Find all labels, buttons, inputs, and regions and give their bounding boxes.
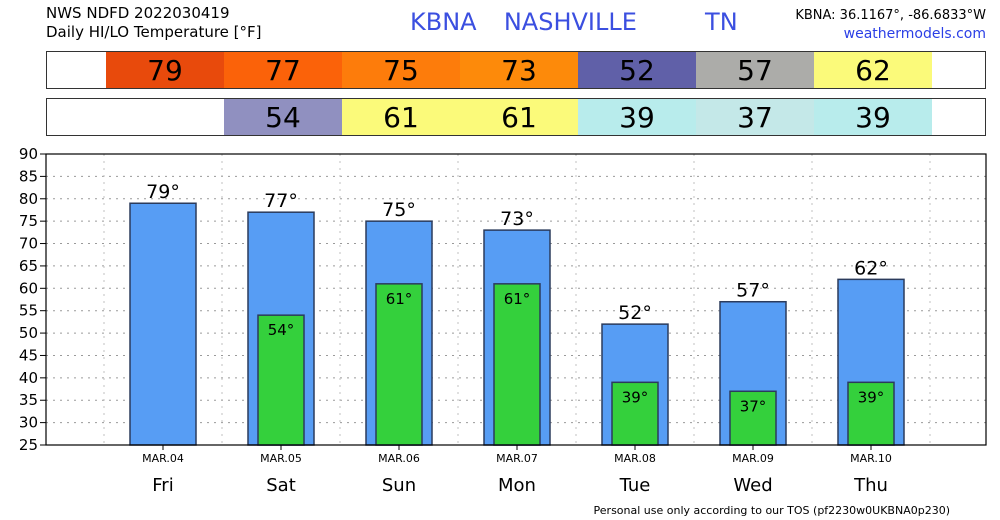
y-tick-label: 30 [19, 414, 38, 432]
weekday-label: Sun [382, 475, 416, 496]
weekday-label: Fri [152, 475, 173, 496]
y-tick-label: 70 [19, 235, 38, 253]
low-temperature-label: 61° [504, 290, 531, 308]
chart-header: NWS NDFD 2022030419 Daily HI/LO Temperat… [46, 4, 262, 42]
high-temperature-label: 77° [264, 190, 298, 212]
high-strip-cell: 52 [578, 52, 696, 88]
y-tick-label: 35 [19, 391, 38, 409]
high-strip-cell: 77 [224, 52, 342, 88]
terms-footer: Personal use only according to our TOS (… [593, 504, 950, 517]
weekday-label: Mon [498, 475, 536, 496]
weekday-label: Sat [266, 475, 296, 496]
y-tick-label: 60 [19, 279, 38, 297]
low-strip-cell: 54 [224, 99, 342, 135]
y-tick-label: 75 [19, 212, 38, 230]
high-temperature-label: 62° [854, 257, 888, 279]
site-link[interactable]: weathermodels.com [843, 26, 986, 42]
high-strip-cell: 75 [342, 52, 460, 88]
high-temperature-label: 73° [500, 208, 534, 230]
chart-subtitle: Daily HI/LO Temperature [°F] [46, 23, 262, 41]
low-temperature-bar [611, 381, 659, 446]
low-temperature-label: 54° [268, 321, 295, 339]
low-temperature-bar [729, 390, 777, 446]
y-tick-label: 25 [19, 436, 38, 454]
low-temperature-label: 39° [622, 388, 649, 406]
low-temperature-bar [493, 283, 541, 446]
date-tick-label: MAR.10 [850, 452, 892, 465]
weekday-label: Wed [733, 475, 772, 496]
low-temperature-label: 37° [740, 397, 767, 415]
y-tick-label: 85 [19, 167, 38, 185]
low-strip-cell: 39 [814, 99, 932, 135]
weekday-label: Tue [619, 475, 651, 496]
high-strip-cell: 62 [814, 52, 932, 88]
date-tick-label: MAR.07 [496, 452, 538, 465]
plot-frame [45, 153, 987, 446]
date-tick-label: MAR.09 [732, 452, 774, 465]
y-tick-label: 90 [19, 145, 38, 163]
high-temperature-bar [129, 202, 197, 446]
low-strip-cell: 61 [342, 99, 460, 135]
station-coordinates: KBNA: 36.1167°, -86.6833°W [795, 8, 986, 23]
date-tick-label: MAR.04 [142, 452, 184, 465]
low-strip-cell: 39 [578, 99, 696, 135]
y-tick-label: 50 [19, 324, 38, 342]
low-strip-cell [106, 99, 224, 135]
date-tick-label: MAR.06 [378, 452, 420, 465]
coordinates-block: KBNA: 36.1167°, -86.6833°W weathermodels… [795, 6, 986, 44]
y-tick-label: 45 [19, 346, 38, 364]
date-tick-label: MAR.08 [614, 452, 656, 465]
high-temperature-label: 57° [736, 280, 770, 302]
low-strip-cell: 37 [696, 99, 814, 135]
high-temperature-label: 52° [618, 302, 652, 324]
y-tick-label: 40 [19, 369, 38, 387]
low-temperature-bar [375, 283, 423, 446]
high-temperature-strip: 79 77 75 73 52 57 62 [46, 51, 986, 89]
y-tick-label: 65 [19, 257, 38, 275]
high-strip-cell: 57 [696, 52, 814, 88]
y-tick-label: 80 [19, 190, 38, 208]
low-temperature-label: 61° [386, 290, 413, 308]
station-title: KBNA NASHVILLE TN [410, 8, 738, 36]
low-temperature-bar [257, 314, 305, 446]
date-tick-label: MAR.05 [260, 452, 302, 465]
high-temperature-label: 75° [382, 199, 416, 221]
y-tick-label: 55 [19, 302, 38, 320]
low-temperature-strip: 54 61 61 39 37 39 [46, 98, 986, 136]
weekday-label: Thu [853, 475, 888, 496]
low-temperature-bar [847, 381, 895, 446]
high-temperature-label: 79° [146, 181, 180, 203]
low-strip-cell: 61 [460, 99, 578, 135]
model-run-label: NWS NDFD 2022030419 [46, 4, 230, 22]
low-temperature-label: 39° [858, 388, 885, 406]
high-strip-cell: 73 [460, 52, 578, 88]
high-strip-cell: 79 [106, 52, 224, 88]
